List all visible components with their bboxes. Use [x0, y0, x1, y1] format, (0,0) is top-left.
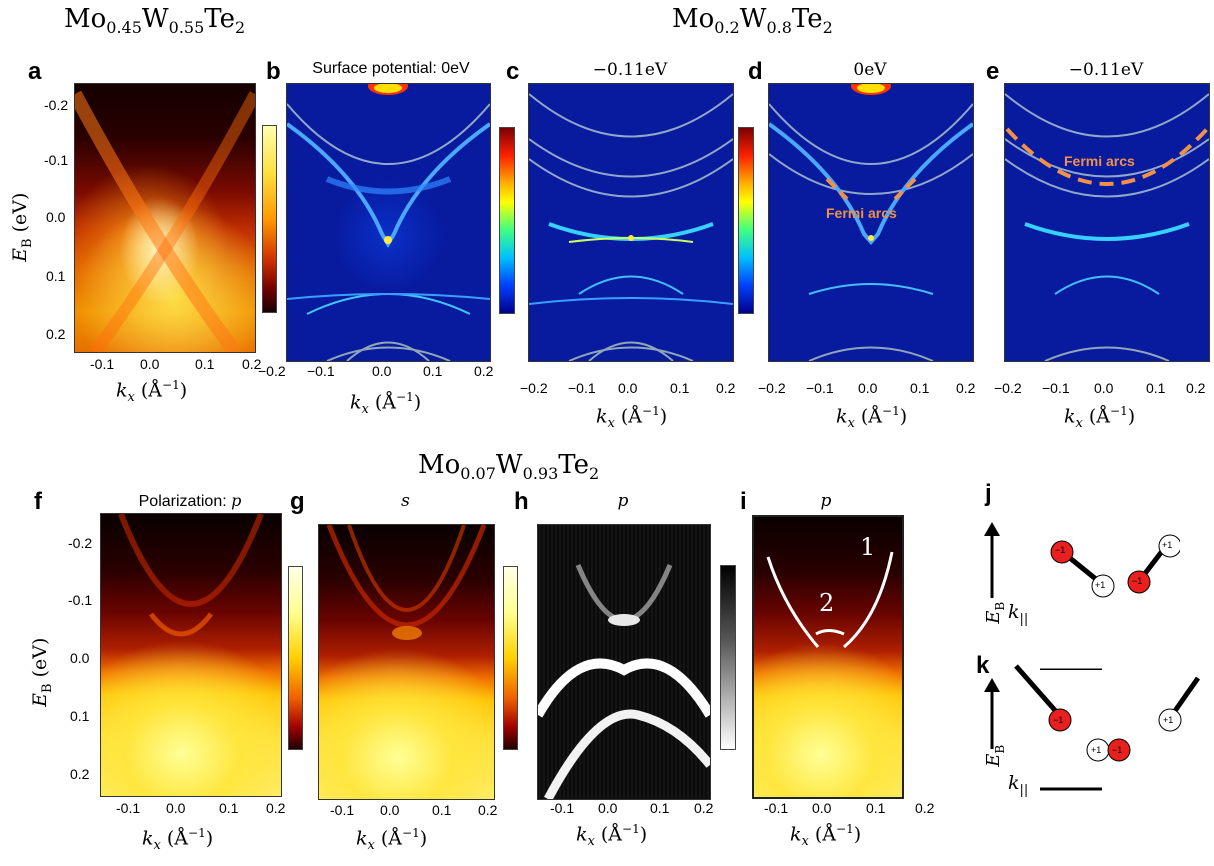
panel-label-k: k [976, 652, 990, 679]
title-composition-b-e: Mo0.2W0.8Te2 [672, 4, 833, 38]
panel-title-e: −0.11eV [1068, 60, 1144, 80]
calc-map-b [286, 83, 491, 362]
colorbar-a [262, 125, 277, 313]
k-label-j: k|| [1008, 601, 1029, 627]
band-label-2: 2 [819, 589, 835, 617]
x-axis-label-i: kx (Å−1) [790, 822, 862, 850]
schematic-k [984, 664, 1200, 791]
colorbar-g [503, 566, 518, 750]
panel-label-h: h [514, 488, 529, 515]
x-axis-label-h: kx (Å−1) [576, 822, 648, 850]
arpes-map-a [74, 83, 256, 353]
x-axis-label-c: kx (Å−1) [596, 404, 668, 432]
x-axis-label-d: kx (Å−1) [836, 404, 908, 432]
panel-label-g: g [290, 488, 305, 515]
colorbar-c [738, 127, 754, 314]
arpes-map-g [318, 524, 495, 800]
orbital-label-k2: +1 [1091, 745, 1102, 755]
title-composition-f-i: Mo0.07W0.93Te2 [418, 450, 600, 484]
panel-label-i: i [740, 488, 747, 515]
panel-title-i: p [820, 491, 832, 511]
panel-title-b: Surface potential: 0eV [312, 60, 470, 77]
title-composition-a: Mo0.45W0.55Te2 [64, 4, 246, 38]
x-axis-label-e: kx (Å−1) [1064, 404, 1136, 432]
panel-label-d: d [748, 58, 763, 85]
fermi-arcs-label-e: Fermi arcs [1064, 153, 1135, 169]
panel-label-b: b [266, 58, 281, 85]
panel-title-f: Polarization: p [138, 491, 242, 510]
x-axis-label-f: kx (Å−1) [142, 826, 214, 854]
panel-label-j: j [985, 480, 992, 507]
orbital-label-j4: +1 [1162, 540, 1173, 550]
panel-title-h: p [617, 491, 629, 511]
panel-label-e: e [986, 58, 1000, 85]
calc-map-e [1004, 83, 1210, 362]
panel-title-g: s [401, 491, 410, 511]
orbital-label-k3: −1 [1112, 745, 1123, 755]
y-axis-label-a: EB (eV) [9, 192, 35, 262]
panel-label-c: c [506, 58, 520, 85]
orbital-label-k4: +1 [1163, 715, 1174, 725]
orbital-label-k1: −1 [1053, 715, 1064, 725]
fermi-arcs-label-d: Fermi arcs [826, 205, 897, 221]
arpes-map-f [100, 513, 282, 797]
x-axis-label-g: kx (Å−1) [356, 826, 428, 854]
x-axis-label-b: kx (Å−1) [350, 390, 422, 418]
calc-map-d [768, 83, 974, 362]
panel-title-c: −0.11eV [592, 60, 668, 80]
curvature-map-h [537, 524, 711, 800]
orbital-label-j3: −1 [1132, 576, 1143, 586]
colorbar-h [720, 565, 736, 750]
band-label-1: 1 [860, 533, 876, 561]
x-axis-label-a: kx (Å−1) [116, 378, 188, 406]
orbital-label-j1: −1 [1055, 545, 1066, 555]
arpes-map-i [752, 515, 904, 799]
y-axis-label-f: EB (eV) [29, 637, 55, 707]
panel-label-a: a [28, 58, 42, 85]
colorbar-f [288, 566, 303, 750]
eb-label-j: EB [983, 601, 1007, 624]
schematic-j [984, 522, 1180, 670]
calc-map-c [528, 83, 734, 362]
eb-label-k: EB [983, 744, 1007, 767]
orbital-label-j2: +1 [1095, 580, 1106, 590]
panel-title-d: 0eV [853, 60, 887, 80]
panel-label-f: f [34, 488, 42, 515]
k-label-k: k|| [1008, 772, 1029, 798]
colorbar-b [499, 127, 515, 314]
